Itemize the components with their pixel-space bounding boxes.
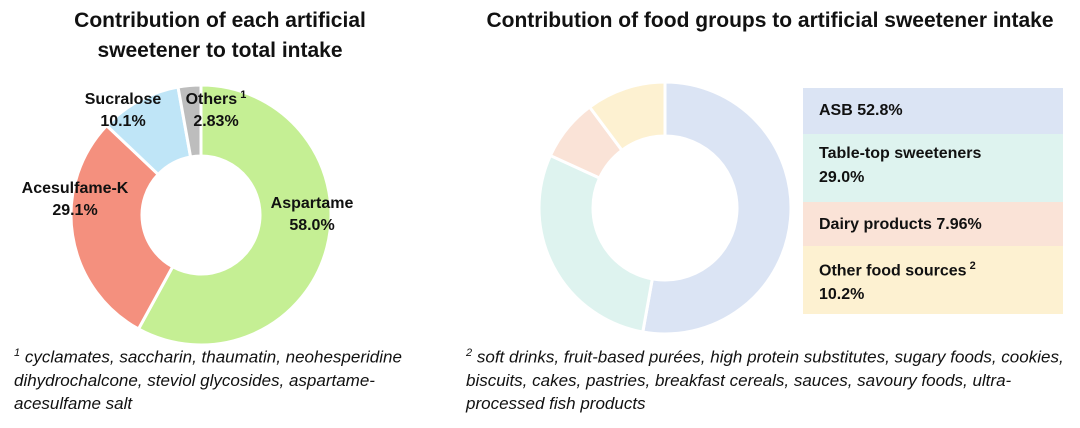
food-group-donut-chart [537,80,793,336]
right-footnote: 2 soft drinks, fruit-based purées, high … [466,342,1066,415]
legend-footnote-mark: 2 [966,260,976,272]
slice-aspartame [136,83,333,347]
legend-label: Dairy products [819,216,932,233]
legend-value: 29.0% [819,169,865,186]
left-footnote: 1 cyclamates, saccharin, thaumatin, neoh… [14,342,434,415]
sweetener-donut-chart: Aspartame 58.0% Acesulfame-K 29.1% Sucralose… [22,83,354,347]
slice-asb [641,80,793,336]
right-footnote-text: soft drinks, fruit-based purées, high pr… [466,347,1064,413]
slice-others [176,83,203,159]
legend-item-dairy-products: Dairy products 7.96% [803,202,1063,246]
legend-item-other-food-sources: Other food sources 2 10.2% [803,246,1063,314]
legend-item-table-top-sweeteners: Table-top sweeteners 29.0% [803,134,1063,202]
legend-label: Other food sources [819,262,967,280]
slice-other-food-sources [587,80,667,153]
slice-table-top-sweeteners [537,153,655,334]
slice-acesulfame-k [69,123,175,332]
right-chart-title: Contribution of food groups to artificia… [486,9,1054,32]
legend-label: ASB [819,102,853,119]
right-footnote-mark: 2 [466,347,473,359]
left-chart-title: Contribution of each artificial sweetene… [74,9,366,62]
left-footnote-text: cyclamates, saccharin, thaumatin, neohes… [14,347,402,413]
data-label-others: Others 1 2.83% [186,89,247,130]
legend-item-asb: ASB 52.8% [803,88,1063,134]
legend-value: 10.2% [819,286,865,304]
data-label-aspartame: Aspartame 58.0% [271,195,354,234]
legend-label: Table-top sweeteners [819,145,982,162]
legend-value: 52.8% [857,102,903,119]
data-label-sucralose: Sucralose 10.1% [85,91,162,130]
left-footnote-mark: 1 [14,347,21,359]
legend-value: 7.96% [936,216,982,233]
data-label-acesulfame-k: Acesulfame-K 29.1% [22,180,129,219]
